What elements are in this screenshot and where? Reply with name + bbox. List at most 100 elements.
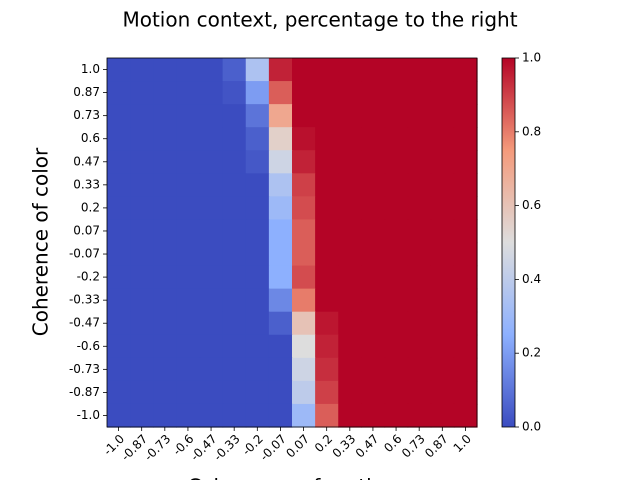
heat-cell <box>292 127 316 151</box>
heat-cell <box>199 288 224 313</box>
heat-cell <box>453 127 478 151</box>
heat-cell <box>315 104 339 128</box>
heat-cell <box>176 334 201 359</box>
heat-cell <box>430 104 455 128</box>
y-axis-label: Coherence of color <box>29 147 53 336</box>
heat-cell <box>407 265 432 290</box>
heat-cell <box>268 219 293 244</box>
heat-cell <box>361 173 386 197</box>
heat-cell <box>292 288 316 313</box>
heat-cell <box>407 403 432 428</box>
heat-cell <box>407 334 432 359</box>
heat-cell <box>222 196 247 221</box>
heat-cell <box>292 58 316 82</box>
heat-cell <box>222 127 247 151</box>
heat-cell <box>199 242 224 267</box>
heat-cell <box>107 58 131 82</box>
x-tick-label: -0.07 <box>257 432 289 464</box>
x-tick-label: 0.47 <box>353 432 382 461</box>
heat-cell <box>407 150 432 174</box>
heat-cell <box>199 403 224 428</box>
heat-cell <box>384 288 409 313</box>
heat-cell <box>407 380 432 405</box>
heat-cell <box>199 380 224 405</box>
y-tick-label: -0.73 <box>69 362 100 376</box>
heat-cell <box>176 357 201 382</box>
heat-cell <box>315 196 339 221</box>
heat-cell <box>153 242 177 267</box>
heat-cell <box>268 104 293 128</box>
heat-cell <box>176 104 201 128</box>
heat-cell <box>176 173 201 197</box>
heat-cell <box>407 311 432 336</box>
y-tick-label: 0.47 <box>73 154 100 168</box>
heat-cell <box>430 265 455 290</box>
heat-cell <box>268 380 293 405</box>
heat-cell <box>268 150 293 174</box>
heat-cell <box>222 242 247 267</box>
heat-cell <box>153 334 177 359</box>
x-tick-label: -0.73 <box>142 432 174 464</box>
heat-cell <box>130 334 154 359</box>
heat-cell <box>176 150 201 174</box>
heat-cell <box>130 265 154 290</box>
heat-cell <box>338 127 362 151</box>
heat-cell <box>107 81 131 105</box>
heat-cell <box>338 357 362 382</box>
heat-cell <box>130 196 154 221</box>
y-tick-label: -0.33 <box>69 293 100 307</box>
y-tick-label: -0.2 <box>77 270 100 284</box>
heat-cell <box>176 311 201 336</box>
heat-cell <box>268 58 293 82</box>
heat-cell <box>130 173 154 197</box>
heat-cell <box>384 219 409 244</box>
heat-cell <box>315 311 339 336</box>
heat-cell <box>384 58 409 82</box>
heat-cell <box>107 242 131 267</box>
heat-cell <box>107 127 131 151</box>
heat-cell <box>245 127 270 151</box>
heat-cell <box>292 311 316 336</box>
x-axis-label: Coherence of motion <box>187 475 396 480</box>
heat-cell <box>153 196 177 221</box>
heat-cell <box>107 357 131 382</box>
heat-cell <box>199 81 224 105</box>
x-tick-label: 0.33 <box>330 432 359 461</box>
heat-cell <box>315 219 339 244</box>
heat-cell <box>384 242 409 267</box>
heat-cell <box>199 334 224 359</box>
heat-cell <box>222 104 247 128</box>
heat-cell <box>245 242 270 267</box>
heat-cell <box>292 81 316 105</box>
heat-cell <box>245 311 270 336</box>
heat-cell <box>130 242 154 267</box>
heat-cell <box>453 334 478 359</box>
heat-cell <box>199 357 224 382</box>
heat-cell <box>153 81 177 105</box>
heat-cell <box>153 403 177 428</box>
heat-cell <box>315 288 339 313</box>
colorbar-tick-label: 0.0 <box>522 420 541 434</box>
heat-cell <box>176 403 201 428</box>
heat-cell <box>361 196 386 221</box>
heat-cell <box>153 127 177 151</box>
y-tick-label: -0.07 <box>69 247 100 261</box>
colorbar-tick-label: 0.8 <box>522 124 541 138</box>
heat-cell <box>453 196 478 221</box>
heat-cell <box>245 357 270 382</box>
heat-cell <box>153 380 177 405</box>
heat-cell <box>453 265 478 290</box>
heat-cell <box>453 380 478 405</box>
heat-cell <box>338 173 362 197</box>
heat-cell <box>176 58 201 82</box>
heat-cell <box>453 104 478 128</box>
heat-cell <box>199 311 224 336</box>
heat-cell <box>338 288 362 313</box>
heat-cell <box>453 242 478 267</box>
heat-cell <box>153 288 177 313</box>
heat-cell <box>222 288 247 313</box>
heat-cell <box>130 357 154 382</box>
heat-cell <box>315 357 339 382</box>
heat-cell <box>268 357 293 382</box>
heat-cell <box>338 334 362 359</box>
